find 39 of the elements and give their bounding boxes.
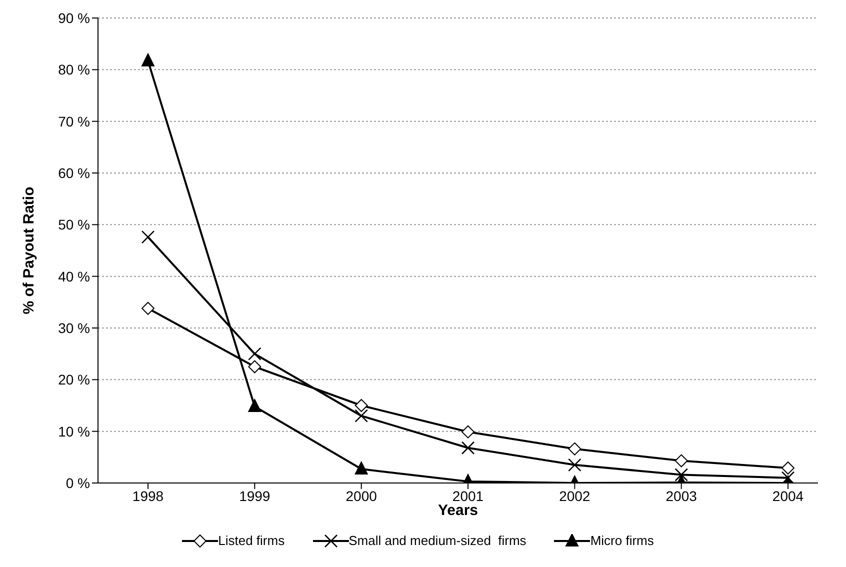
point: [354, 399, 368, 412]
legend-label: Listed firms: [218, 533, 285, 548]
point: [142, 53, 154, 66]
point: [568, 442, 582, 456]
point: [674, 468, 688, 482]
point: [461, 441, 475, 455]
legend-label: Micro firms: [590, 533, 654, 548]
y-tick-label: 40 %: [58, 268, 90, 284]
y-tick-label: 0 %: [66, 474, 90, 491]
y-tick-label: 90 %: [58, 10, 90, 26]
point: [674, 454, 688, 468]
x-tick-label: 1999: [239, 488, 270, 504]
x-tick-label: 1998: [132, 488, 164, 504]
point: [248, 347, 262, 360]
x-tick-label: 2002: [559, 488, 590, 504]
point: [462, 425, 474, 438]
x-tick-label: 2000: [346, 488, 378, 504]
y-axis-title: % of Payout Ratio: [20, 186, 38, 314]
point: [354, 409, 368, 422]
x-tick-label: 2001: [452, 488, 484, 504]
x-tick-label: 2003: [666, 488, 698, 504]
x-axis-title: Years: [438, 502, 478, 519]
point: [568, 458, 582, 472]
point: [248, 360, 262, 374]
point: [248, 399, 262, 412]
y-tick-label: 50 %: [58, 216, 90, 233]
y-tick-label: 20 %: [58, 372, 90, 388]
y-tick-label: 30 %: [58, 320, 90, 336]
point: [354, 462, 368, 475]
y-tick-label: 60 %: [58, 164, 90, 181]
point: [781, 471, 795, 483]
x-tick-label: 2004: [772, 488, 804, 504]
point: [782, 462, 794, 475]
y-tick-label: 70 %: [58, 113, 90, 130]
legend-label: Small and medium-sized firms: [348, 533, 526, 548]
y-tick-label: 10 %: [58, 423, 90, 440]
point: [141, 230, 155, 244]
y-tick-label: 80 %: [58, 62, 90, 78]
point: [142, 302, 154, 315]
